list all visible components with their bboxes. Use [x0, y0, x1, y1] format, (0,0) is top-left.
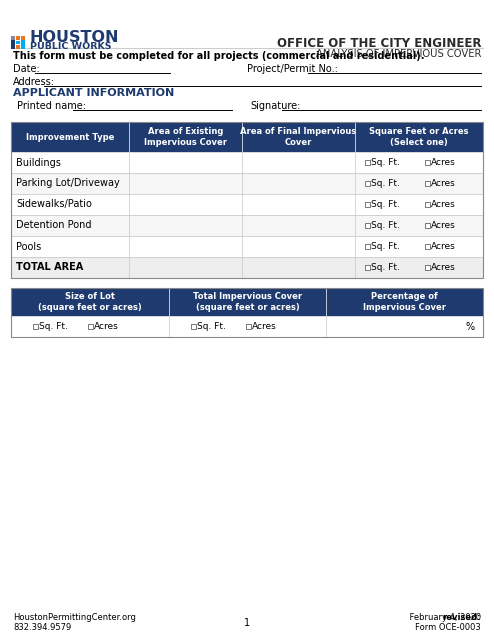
Bar: [11, 36, 15, 40]
Text: Total Impervious Cover
(square feet or acres): Total Impervious Cover (square feet or a…: [193, 292, 302, 312]
Bar: [11, 257, 483, 278]
Text: Date:: Date:: [13, 64, 40, 74]
Text: Area of Final Impervious
Cover: Area of Final Impervious Cover: [241, 127, 357, 147]
Text: Detention Pond: Detention Pond: [16, 221, 91, 230]
Text: HOUSTON: HOUSTON: [30, 30, 119, 45]
Text: Acres: Acres: [94, 322, 119, 331]
Bar: [88, 324, 92, 329]
Bar: [16, 45, 20, 49]
Bar: [365, 202, 370, 207]
Text: Printed name:: Printed name:: [17, 101, 86, 111]
Text: Form OCE-0003: Form OCE-0003: [415, 623, 481, 632]
Bar: [425, 181, 429, 186]
Text: Buildings: Buildings: [16, 157, 61, 168]
Text: This form must be completed for all projects (commercial and residential).: This form must be completed for all proj…: [13, 51, 424, 61]
Bar: [11, 236, 483, 257]
Bar: [33, 324, 38, 329]
Text: Signature:: Signature:: [250, 101, 300, 111]
Text: Acres: Acres: [431, 200, 456, 209]
Bar: [365, 223, 370, 228]
Text: Sq. Ft.: Sq. Ft.: [371, 200, 400, 209]
Bar: [246, 324, 250, 329]
Text: Sq. Ft.: Sq. Ft.: [371, 221, 400, 230]
Text: Sq. Ft.: Sq. Ft.: [371, 158, 400, 167]
Text: February 4, 2020: February 4, 2020: [357, 614, 481, 623]
Text: Sq. Ft.: Sq. Ft.: [39, 322, 68, 331]
Text: Acres: Acres: [431, 263, 456, 272]
Bar: [425, 265, 429, 269]
Bar: [425, 244, 429, 249]
Bar: [425, 223, 429, 228]
Text: Sq. Ft.: Sq. Ft.: [371, 242, 400, 251]
Text: Improvement Type: Improvement Type: [26, 132, 114, 141]
Bar: [11, 194, 483, 215]
Text: 1: 1: [244, 618, 250, 627]
Text: Parking Lot/Driveway: Parking Lot/Driveway: [16, 179, 120, 189]
Bar: [11, 173, 483, 194]
Bar: [11, 122, 483, 278]
Bar: [11, 288, 483, 316]
Text: APPLICANT INFORMATION: APPLICANT INFORMATION: [13, 88, 174, 98]
Text: Address:: Address:: [13, 77, 55, 87]
Bar: [21, 36, 25, 40]
Bar: [16, 41, 20, 44]
Bar: [365, 265, 370, 269]
Bar: [11, 122, 483, 152]
Text: Acres: Acres: [431, 158, 456, 167]
Bar: [365, 160, 370, 164]
Text: Sq. Ft.: Sq. Ft.: [371, 179, 400, 188]
Text: revised:: revised:: [443, 614, 481, 623]
Bar: [365, 181, 370, 186]
Text: Sq. Ft.: Sq. Ft.: [197, 322, 226, 331]
Text: Square Feet or Acres
(Select one): Square Feet or Acres (Select one): [369, 127, 469, 147]
Bar: [11, 152, 483, 173]
Bar: [425, 160, 429, 164]
Bar: [11, 40, 15, 49]
Text: HoustonPermittingCenter.org: HoustonPermittingCenter.org: [13, 614, 136, 623]
Text: 832.394.9579: 832.394.9579: [13, 623, 71, 632]
Text: %: %: [466, 321, 475, 332]
Text: Area of Existing
Impervious Cover: Area of Existing Impervious Cover: [144, 127, 227, 147]
Bar: [16, 36, 20, 40]
Text: OFFICE OF THE CITY ENGINEER: OFFICE OF THE CITY ENGINEER: [277, 37, 481, 50]
Text: Sq. Ft.: Sq. Ft.: [371, 263, 400, 272]
Bar: [365, 244, 370, 249]
Text: Project/Permit No.:: Project/Permit No.:: [247, 64, 338, 74]
Text: Acres: Acres: [431, 242, 456, 251]
Text: Acres: Acres: [252, 322, 277, 331]
Bar: [425, 202, 429, 207]
Text: Acres: Acres: [431, 221, 456, 230]
Text: Acres: Acres: [431, 179, 456, 188]
Bar: [11, 288, 483, 337]
Text: Percentage of
Impervious Cover: Percentage of Impervious Cover: [363, 292, 446, 312]
Text: TOTAL AREA: TOTAL AREA: [16, 262, 83, 273]
Text: Size of Lot
(square feet or acres): Size of Lot (square feet or acres): [38, 292, 142, 312]
Bar: [11, 215, 483, 236]
Bar: [21, 40, 25, 49]
Bar: [191, 324, 196, 329]
Text: Sidewalks/Patio: Sidewalks/Patio: [16, 200, 92, 209]
Text: ANALYSIS OF IMPERVIOUS COVER: ANALYSIS OF IMPERVIOUS COVER: [316, 49, 481, 59]
Text: Pools: Pools: [16, 241, 41, 252]
Bar: [11, 316, 483, 337]
Text: PUBLIC WORKS: PUBLIC WORKS: [30, 42, 111, 51]
